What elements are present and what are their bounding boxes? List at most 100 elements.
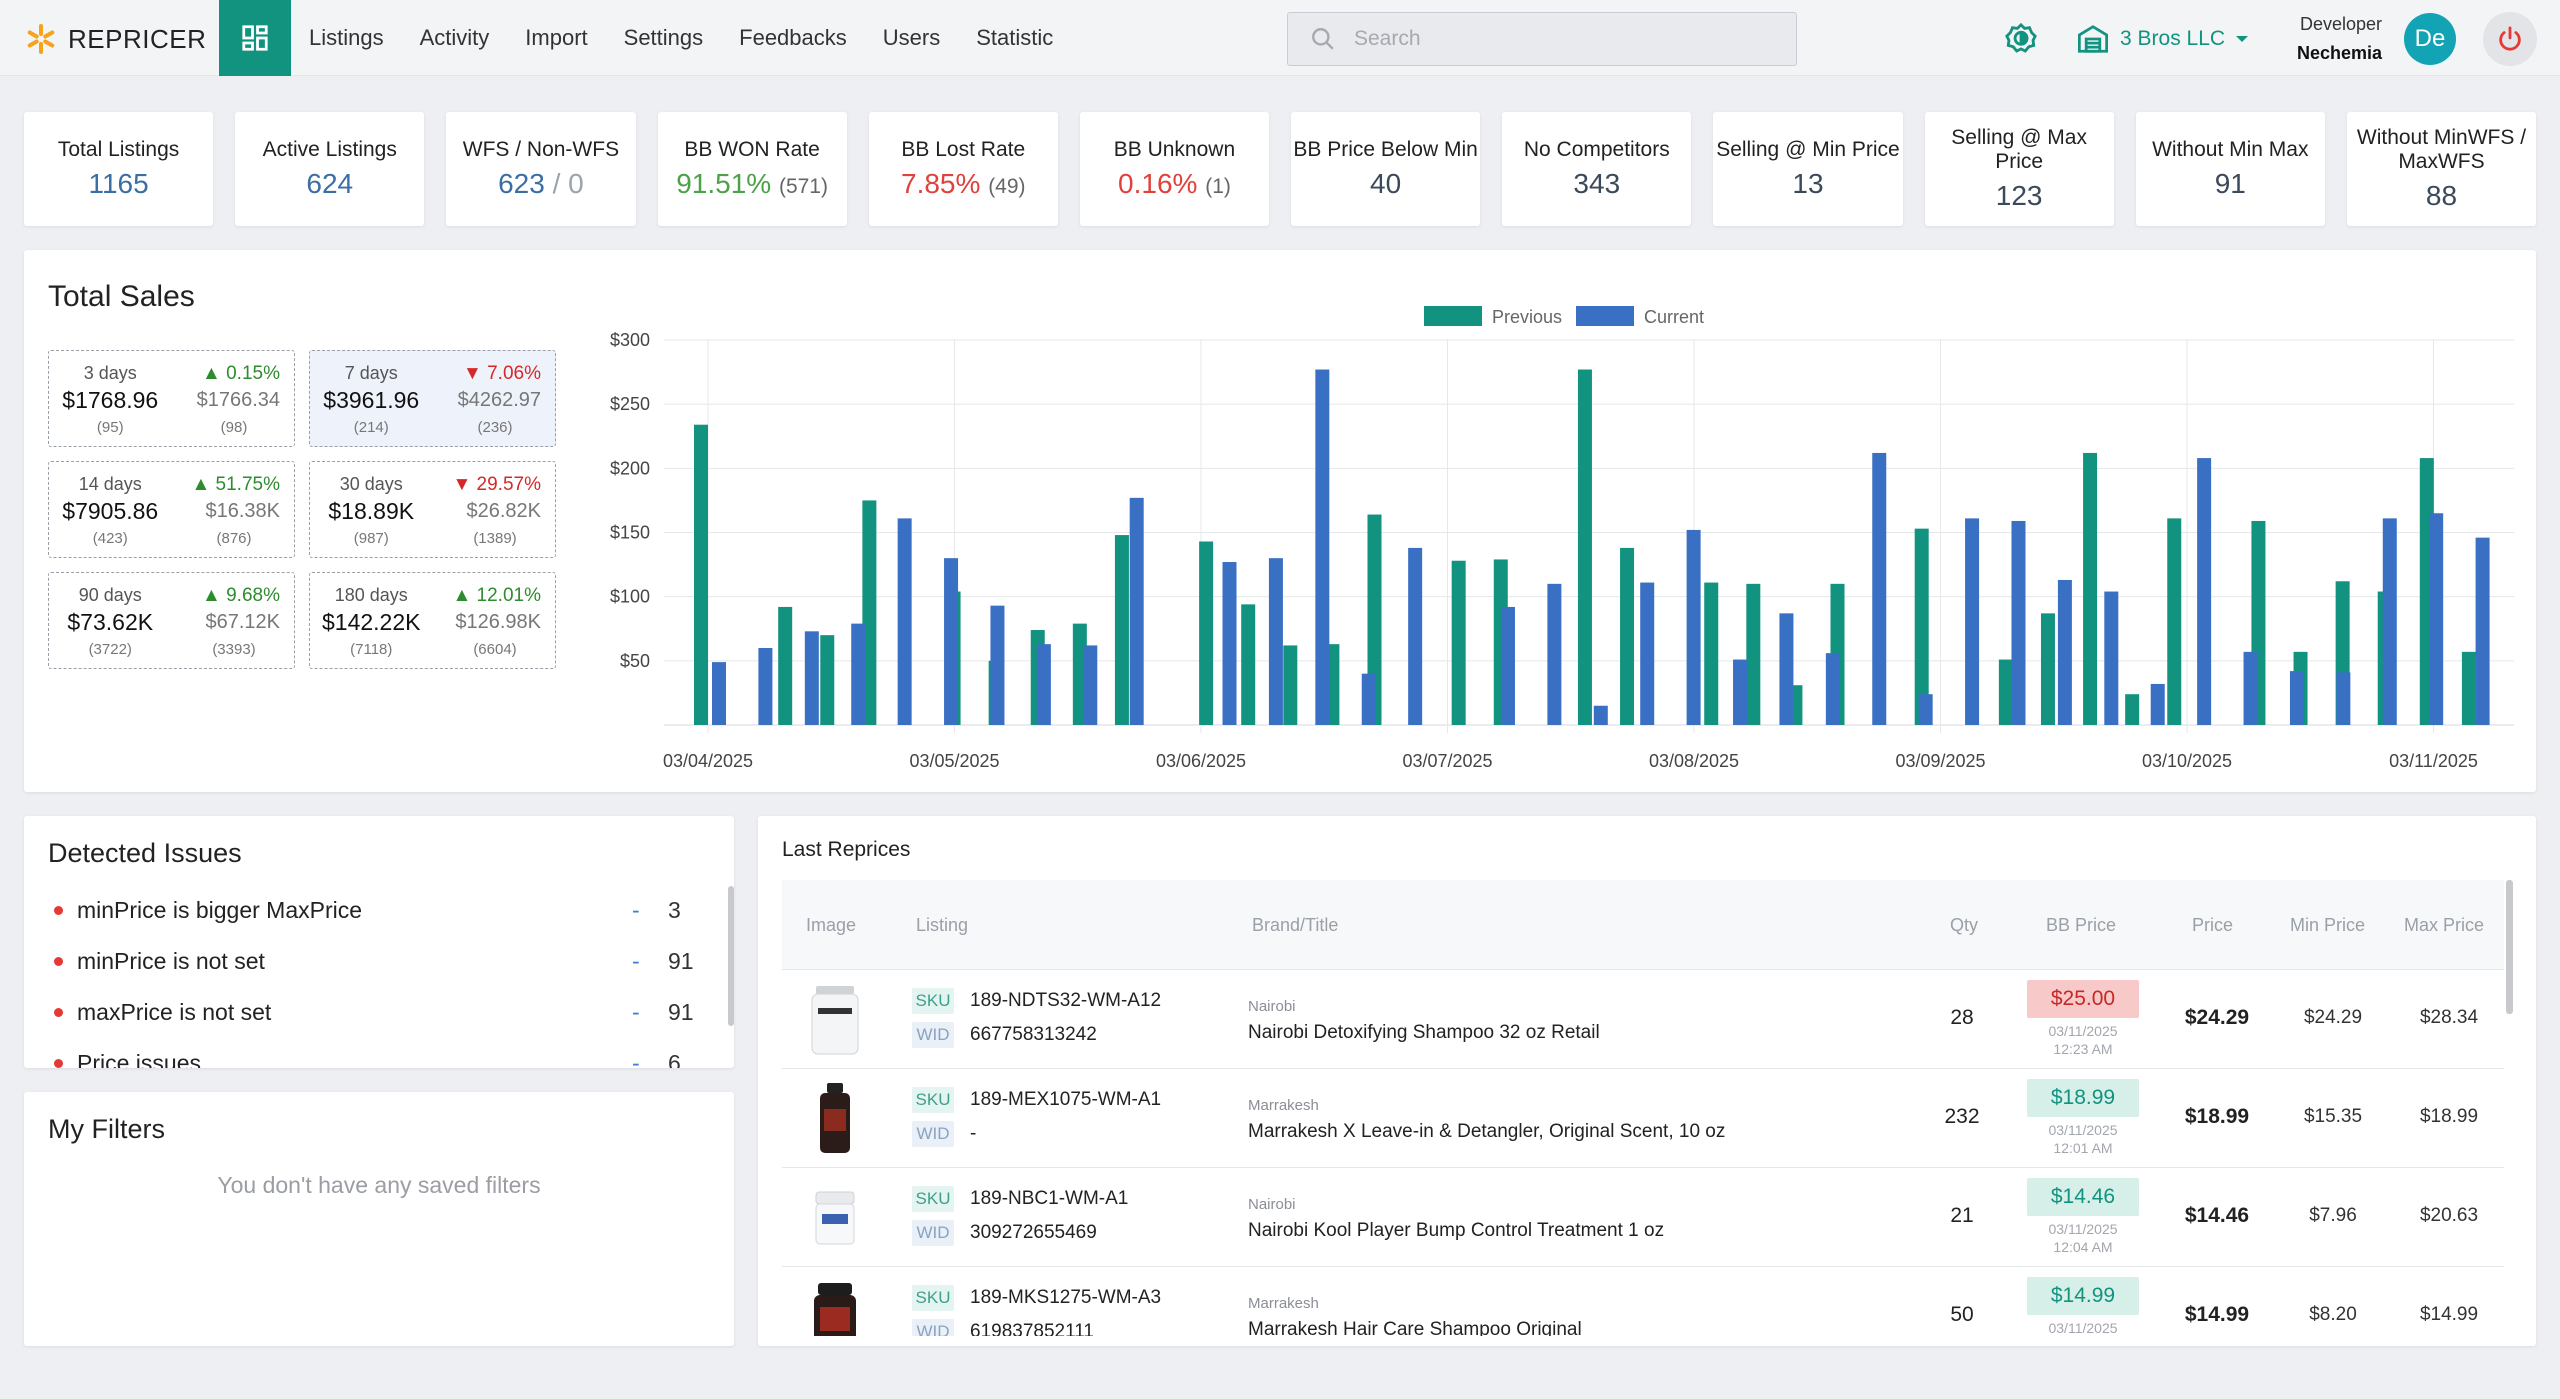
stat-card-selling-min[interactable]: Selling @ Min Price 13 [1713,112,1903,226]
period-14-days[interactable]: 14 days ▲ 51.75% $7905.86 $16.38K (423) … [48,461,295,558]
bar-previous [694,424,708,725]
logout-button[interactable] [2483,12,2537,66]
wid-value[interactable]: - [970,1123,977,1144]
bar-previous [862,500,877,725]
period-30-days[interactable]: 30 days ▼ 29.57% $18.89K $26.82K (987) (… [309,461,556,558]
max-price-value: $20.63 [2419,1205,2479,1226]
product-title[interactable]: Nairobi Kool Player Bump Control Treatme… [1248,1220,1665,1241]
stat-card-selling-max[interactable]: Selling @ Max Price 123 [1924,112,2114,226]
issues-scrollbar[interactable] [728,886,734,1026]
x-tick-label: 03/05/2025 [909,751,999,771]
issue-item[interactable]: Price issues - 6 [54,1043,694,1068]
period-180-days[interactable]: 180 days ▲ 12.01% $142.22K $126.98K (711… [309,572,556,669]
nav-users[interactable]: Users [882,25,941,50]
price-value: $18.99 [2184,1105,2250,1128]
bar-current [1500,606,1515,725]
last-reprices-panel: Last Reprices Image Listing Brand/Title … [758,816,2536,1346]
store-selector[interactable]: 3 Bros LLC [2076,24,2249,54]
top-navbar: REPRICER Listings Activity Import Settin… [0,0,2560,76]
y-tick-label: $300 [610,330,650,350]
legend-label: Current [1644,307,1704,327]
stat-value: 123 [1995,180,2043,211]
theme-toggle-icon[interactable] [2004,22,2038,56]
product-title[interactable]: Nairobi Detoxifying Shampoo 32 oz Retail [1248,1022,1600,1043]
period-change: ▼ 7.06% [463,363,541,384]
table-row[interactable]: SKU 189-MEX1075-WM-A1 WID - Marrakesh Ma… [782,1069,2504,1168]
issue-item[interactable]: minPrice is bigger MaxPrice - 3 [54,890,694,930]
stat-label: BB Lost Rate [901,138,1026,161]
bar-current [990,605,1005,725]
brand-name: Nairobi [1248,1196,1296,1213]
nav-statistic[interactable]: Statistic [976,25,1054,50]
sku-value[interactable]: 189-MKS1275-WM-A3 [970,1287,1162,1308]
col-listing[interactable]: Listing [916,915,969,935]
col-min-price[interactable]: Min Price [2290,915,2366,935]
bb-lost-count: (49) [988,175,1026,198]
issue-item[interactable]: minPrice is not set - 91 [54,941,694,981]
wid-value[interactable]: 667758313242 [970,1024,1097,1045]
period-previous: $16.38K [205,500,280,522]
col-image[interactable]: Image [806,915,857,935]
period-current: $142.22K [322,609,421,635]
sales-periods: 3 days ▲ 0.15% $1768.96 $1766.34 (95) (9… [48,350,556,669]
nav-activity[interactable]: Activity [419,25,490,50]
stat-card-bb-won[interactable]: BB WON Rate 91.51% (571) [657,112,847,226]
product-image [814,1283,856,1336]
bar-current [851,623,866,725]
table-row[interactable]: SKU 189-NBC1-WM-A1 WID 309272655469 Nair… [782,1168,2504,1267]
search-input[interactable] [1354,27,1754,51]
col-bb-price[interactable]: BB Price [2046,915,2117,935]
issue-count: 91 [668,947,694,974]
product-title[interactable]: Marrakesh Hair Care Shampoo Original [1248,1319,1582,1336]
period-3-days[interactable]: 3 days ▲ 0.15% $1768.96 $1766.34 (95) (9… [48,350,295,447]
period-days: 30 days [339,474,403,494]
sku-value[interactable]: 189-NDTS32-WM-A12 [970,990,1162,1011]
period-days: 14 days [78,474,142,494]
product-title[interactable]: Marrakesh X Leave-in & Detangler, Origin… [1248,1121,1726,1142]
bar-current [712,662,726,725]
period-90-days[interactable]: 90 days ▲ 9.68% $73.62K $67.12K (3722) (… [48,572,295,669]
issue-item[interactable]: maxPrice is not set - 91 [54,992,694,1032]
sku-value[interactable]: 189-MEX1075-WM-A1 [970,1089,1162,1110]
wid-value[interactable]: 309272655469 [970,1222,1097,1243]
table-row[interactable]: SKU 189-NDTS32-WM-A12 WID 667758313242 N… [782,970,2504,1069]
stat-card-no-competitors[interactable]: No Competitors 343 [1502,112,1692,226]
table-row[interactable]: SKU 189-MKS1275-WM-A3 WID 619837852111 M… [782,1267,2504,1336]
col-brand-title[interactable]: Brand/Title [1252,915,1339,935]
dashboard-button[interactable] [219,0,291,76]
col-qty[interactable]: Qty [1950,915,1979,935]
avatar[interactable]: De [2404,13,2456,65]
sku-value[interactable]: 189-NBC1-WM-A1 [970,1188,1129,1209]
period-current-count: (95) [96,419,124,436]
nav-feedbacks[interactable]: Feedbacks [739,25,847,50]
stat-label: BB Unknown [1113,138,1236,161]
nav-import[interactable]: Import [525,25,588,50]
col-price[interactable]: Price [2192,915,2234,935]
sku-tag: SKU [912,1087,954,1113]
max-price-value: $18.99 [2419,1106,2479,1127]
stat-card-bb-below-min[interactable]: BB Price Below Min 40 [1291,112,1481,226]
stat-card-total-listings[interactable]: Total Listings 1165 [24,112,214,226]
period-previous-count: (236) [477,419,513,436]
bar-current [1222,562,1237,725]
nav-settings[interactable]: Settings [623,25,704,50]
wid-tag: WID [912,1319,954,1336]
stat-card-without-wfs[interactable]: Without MinWFS / MaxWFS 88 [2346,112,2537,226]
wid-value[interactable]: 619837852111 [970,1321,1094,1336]
issue-label: minPrice is not set [77,947,265,974]
nav-listings[interactable]: Listings [309,25,384,50]
reprices-scrollbar[interactable] [2506,880,2513,1014]
stat-card-bb-unknown[interactable]: BB Unknown 0.16% (1) [1079,112,1270,226]
stat-card-active-listings[interactable]: Active Listings 624 [235,112,425,226]
col-max-price[interactable]: Max Price [2404,915,2485,935]
period-7-days[interactable]: 7 days ▼ 7.06% $3961.96 $4262.97 (214) (… [309,350,556,447]
stat-card-without-min-max[interactable]: Without Min Max 91 [2135,112,2325,226]
stat-card-bb-lost[interactable]: BB Lost Rate 7.85% (49) [868,112,1058,226]
period-previous-count: (3393) [212,641,256,658]
app-logo[interactable]: REPRICER [24,22,206,56]
period-change: ▲ 9.68% [202,585,280,606]
period-days: 3 days [83,363,137,383]
x-tick-label: 03/11/2025 [2389,751,2478,771]
stat-card-wfs[interactable]: WFS / Non-WFS 623 / 0 [446,112,636,226]
min-price-value: $24.29 [2303,1007,2363,1028]
